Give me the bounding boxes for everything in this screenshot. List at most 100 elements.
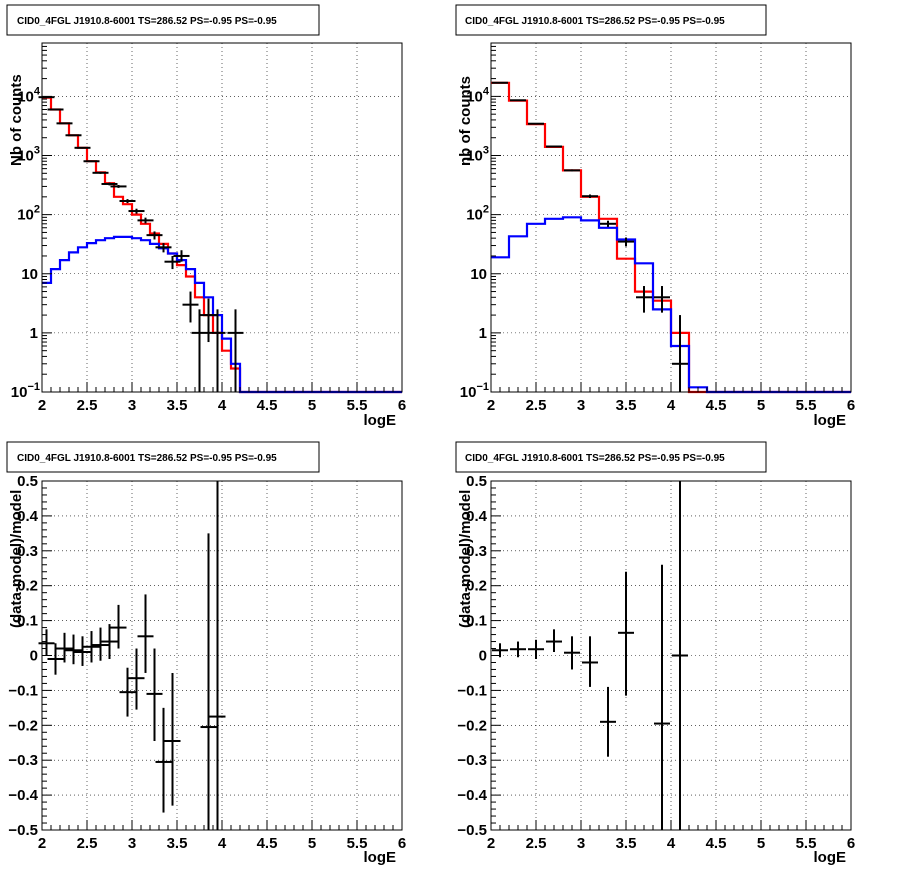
data-point <box>546 629 562 653</box>
x-tick-label: 5 <box>308 835 316 852</box>
data-point <box>528 122 544 125</box>
title-box <box>6 441 320 473</box>
data-point <box>654 286 670 313</box>
data-point <box>492 643 508 658</box>
chart-title: CID0_4FGL J1910.8-6001 TS=286.52 PS=-0.9… <box>465 453 725 464</box>
plot-area: 2 2.5 3 3.5 4 4.5 5 5.5 6 −0.5 −0.4 −0.3 −0.2 −0.1 0 0.… <box>457 473 855 852</box>
data-point <box>146 648 163 742</box>
y-tick-label: 1 <box>30 325 38 342</box>
data-point <box>65 634 82 665</box>
data-point <box>600 686 616 757</box>
x-tick-label: 3.5 <box>167 397 188 414</box>
chart-title: CID0_4FGL J1910.8-6001 TS=286.52 PS=-0.9… <box>465 16 725 27</box>
y-tick-label: −0.2 <box>8 717 38 734</box>
x-axis-title: logE <box>814 849 847 866</box>
data-point <box>636 286 652 313</box>
x-tick-label: 6 <box>398 835 406 852</box>
data-point <box>119 199 136 204</box>
x-tick-label: 5 <box>757 397 765 414</box>
data-point <box>101 182 118 186</box>
y-tick-exponent: −1 <box>27 381 40 393</box>
y-tick-label: 0.3 <box>17 543 38 560</box>
x-tick-label: 2.5 <box>77 397 98 414</box>
y-tick-label: 0.2 <box>17 578 38 595</box>
data-point <box>47 108 64 111</box>
x-tick-label: 4 <box>667 835 676 852</box>
x-tick-label: 3 <box>128 397 136 414</box>
chart-title: CID0_4FGL J1910.8-6001 TS=286.52 PS=-0.9… <box>17 453 277 464</box>
x-tick-label: 6 <box>398 397 406 414</box>
y-tick-label: 10−1 <box>11 381 40 401</box>
y-tick-exponent: 4 <box>483 85 490 97</box>
data-point <box>164 672 181 806</box>
y-tick-label: 0.5 <box>466 473 487 490</box>
data-point <box>146 231 163 240</box>
x-tick-label: 2 <box>487 397 495 414</box>
panel-counts-right: CID0_4FGL J1910.8-6001 TS=286.52 PS=-0.9… <box>455 4 855 429</box>
y-axis-title: (data-model)/model <box>8 490 25 628</box>
x-tick-label: 5.5 <box>347 835 368 852</box>
x-tick-label: 4.5 <box>257 835 278 852</box>
data-point <box>209 309 226 392</box>
data-point <box>209 481 226 830</box>
y-tick-label: −0.3 <box>457 752 487 769</box>
data-point <box>182 291 199 323</box>
x-tick-label: 5.5 <box>347 397 368 414</box>
x-axis-title: logE <box>364 849 397 866</box>
y-tick-label: −0.4 <box>8 787 38 804</box>
data-point <box>654 564 670 830</box>
panel-counts-left: CID0_4FGL J1910.8-6001 TS=286.52 PS=-0.9… <box>6 4 406 429</box>
data-point <box>492 81 508 84</box>
y-tick-label: 0.4 <box>466 508 488 525</box>
x-tick-label: 5 <box>757 835 765 852</box>
x-tick-label: 4 <box>667 397 676 414</box>
x-tick-label: 6 <box>847 835 855 852</box>
data-point <box>74 636 91 666</box>
x-tick-label: 5.5 <box>796 835 817 852</box>
panel-residuals-right: CID0_4FGL J1910.8-6001 TS=286.52 PS=-0.9… <box>455 441 855 866</box>
y-tick-label: 0.1 <box>466 613 487 630</box>
data-point <box>56 122 73 125</box>
title-box <box>455 4 767 36</box>
y-axis-title: (data-model)/model <box>457 490 474 628</box>
data-point <box>672 481 688 830</box>
y-tick-label: 10 <box>470 266 487 283</box>
title-box <box>455 441 767 473</box>
y-tick-exponent: 3 <box>34 145 40 157</box>
y-tick-label: −0.1 <box>457 682 487 699</box>
data-point <box>83 631 100 663</box>
y-tick-label: 0.1 <box>17 613 38 630</box>
y-axis-title: nb of counts <box>457 76 474 166</box>
data-point <box>65 134 82 137</box>
data-point <box>173 250 190 262</box>
data-point <box>38 629 55 656</box>
y-tick-label: 104 <box>466 85 490 105</box>
y-tick-label: 0 <box>479 648 487 665</box>
data-point <box>110 185 127 188</box>
x-tick-label: 2 <box>487 835 495 852</box>
y-tick-label: 103 <box>17 145 40 165</box>
title-box <box>6 4 320 36</box>
x-tick-label: 3.5 <box>616 397 637 414</box>
y-tick-label: 0.3 <box>466 543 487 560</box>
data-point <box>137 594 154 673</box>
data-point <box>600 220 616 227</box>
data-point <box>510 641 526 658</box>
panel-residuals-left: CID0_4FGL J1910.8-6001 TS=286.52 PS=-0.9… <box>6 441 406 866</box>
x-tick-label: 4 <box>218 835 227 852</box>
x-tick-label: 2 <box>38 835 46 852</box>
chart-title: CID0_4FGL J1910.8-6001 TS=286.52 PS=-0.9… <box>17 16 277 27</box>
plot-area: 2 2.5 3 3.5 4 4.5 5 5.5 6 10−1 1 10 102 103 104 <box>11 42 406 414</box>
data-point <box>618 237 634 247</box>
y-tick-label: 0 <box>30 648 38 665</box>
data-point <box>164 255 181 270</box>
x-tick-label: 3 <box>128 835 136 852</box>
data-point <box>528 639 544 659</box>
x-tick-label: 4.5 <box>706 397 727 414</box>
x-tick-label: 3.5 <box>616 835 637 852</box>
data-point <box>200 298 217 343</box>
data-point <box>546 145 562 148</box>
y-tick-exponent: 2 <box>483 204 489 216</box>
plot-area: 2 2.5 3 3.5 4 4.5 5 5.5 6 10−1 1 10 102 103 104 <box>460 42 855 414</box>
